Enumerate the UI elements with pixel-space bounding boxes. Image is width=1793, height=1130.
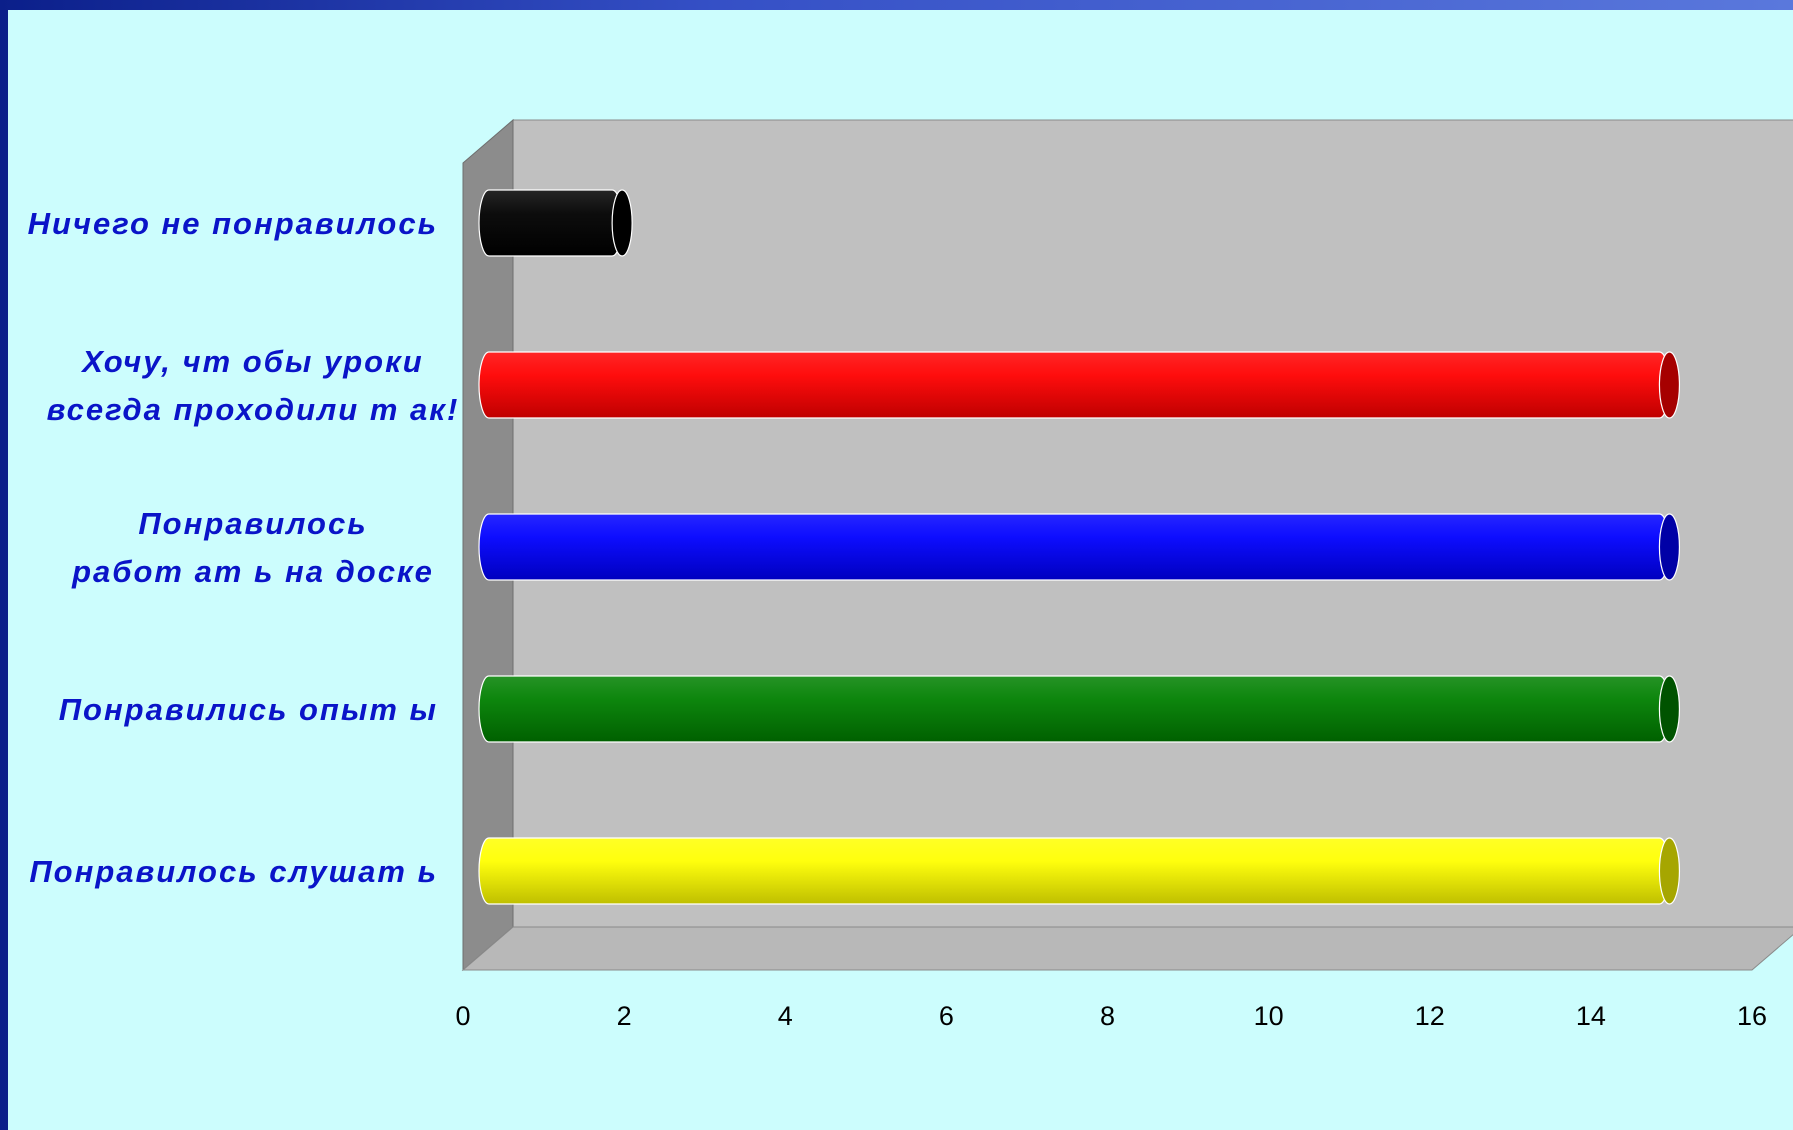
x-tick-label: 8 [1100,1001,1115,1031]
chart-bars [478,189,1681,905]
category-label: всегда проходили т ак! [47,392,460,427]
category-label: работ ат ь на доске [71,554,434,589]
x-tick-label: 14 [1576,1001,1606,1031]
x-tick-label: 4 [778,1001,793,1031]
bar-body [478,189,623,257]
bar [478,351,1681,419]
x-axis-ticks: 0 2 4 6 8 10 12 14 16 [455,1001,1767,1031]
bar-body [478,675,1671,743]
category-label: Понравилось слушат ь [29,854,438,889]
category-label: Понравилось [138,506,367,541]
bar-end-cap [1658,675,1681,743]
floor-wall [461,926,1793,971]
x-tick-label: 0 [455,1001,470,1031]
category-label: Хочу, чт обы уроки [80,344,423,379]
bar [478,189,633,257]
bar [478,837,1681,905]
bar-body [478,513,1671,581]
category-labels: Ничего не понравилось Хочу, чт обы уроки в… [28,206,460,889]
x-tick-label: 2 [617,1001,632,1031]
bar [478,513,1681,581]
bar-end-cap [1658,513,1681,581]
bar-end-cap [611,189,633,257]
bar-end-cap [1658,351,1681,419]
bar-body [478,837,1671,905]
x-tick-label: 12 [1415,1001,1445,1031]
bar [478,675,1681,743]
bar-end-cap [1658,837,1681,905]
category-label: Ничего не понравилось [28,206,438,241]
category-label: Понравились опыт ы [59,692,438,727]
x-tick-label: 10 [1254,1001,1284,1031]
bar-body [478,351,1671,419]
x-tick-label: 16 [1737,1001,1767,1031]
x-tick-label: 6 [939,1001,954,1031]
